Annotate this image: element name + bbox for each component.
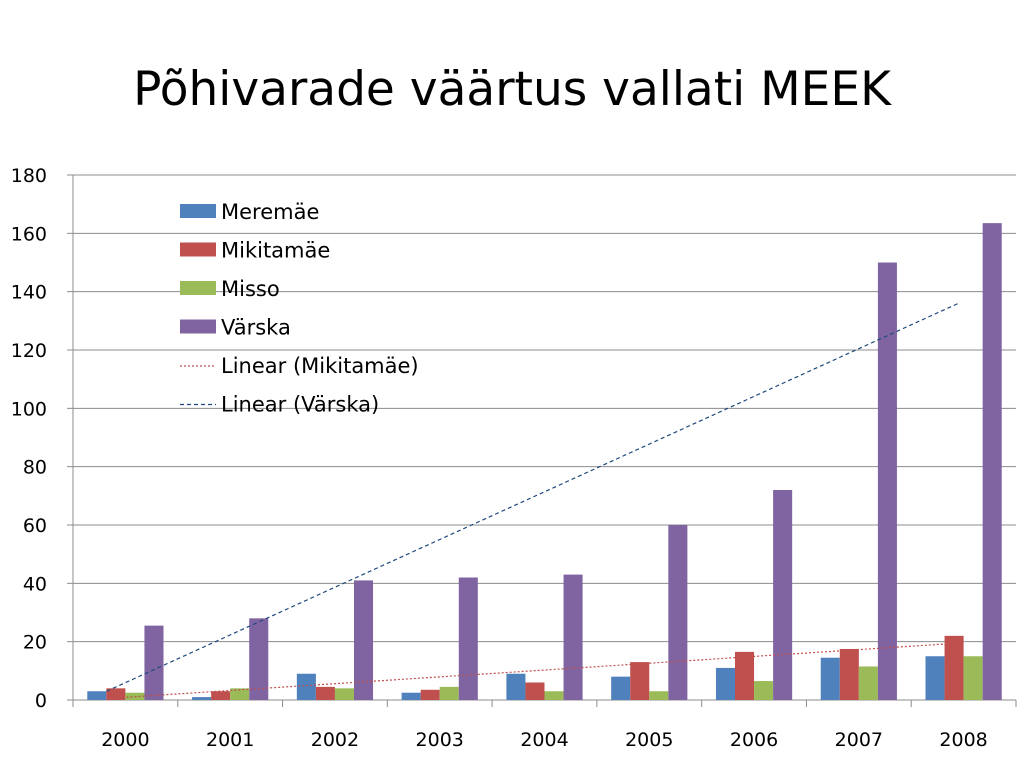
trendlines	[106, 302, 959, 700]
y-tick-label: 40	[23, 573, 47, 595]
bar-merem-e-2005	[611, 676, 631, 700]
bar-mikitam-e-2003	[420, 689, 440, 700]
bar-v-rska-2000	[144, 625, 164, 700]
slide-title: Põhivarade väärtus vallati MEEK	[133, 62, 891, 117]
bar-mikitam-e-2000	[106, 688, 126, 700]
y-tick-label: 80	[23, 457, 47, 479]
legend-label: Linear (Mikitamäe)	[221, 354, 419, 378]
legend-label: Misso	[221, 277, 280, 301]
legend: Meremäe Mikitamäe Misso Värska Linear (Mikit…	[180, 200, 419, 417]
bar-mikitam-e-2006	[735, 651, 755, 700]
bar-v-rska-2004	[563, 574, 583, 700]
tick-labels: 0 20 40 60 80 100 120 140 160 180 2000 2001 2002 2003…	[11, 165, 988, 751]
y-tick-label: 60	[23, 515, 47, 537]
x-tick-label: 2005	[625, 729, 673, 751]
legend-swatch	[180, 204, 216, 218]
x-tick-label: 2001	[206, 729, 254, 751]
bar-mikitam-e-2007	[839, 648, 859, 700]
y-tick-label: 160	[11, 223, 47, 245]
legend-swatch	[180, 319, 216, 334]
x-tick-label: 2008	[939, 729, 987, 751]
y-tick-label: 180	[11, 165, 47, 187]
y-tick-label: 100	[11, 398, 47, 420]
x-tick-label: 2002	[311, 729, 359, 751]
x-tick-label: 2004	[520, 729, 568, 751]
bar-merem-e-2002	[296, 673, 316, 700]
bar-v-rska-2007	[877, 262, 897, 700]
gridlines	[73, 174, 1016, 643]
bar-v-rska-2008	[982, 223, 1002, 700]
legend-swatch	[180, 242, 216, 257]
y-tick-label: 20	[23, 632, 47, 654]
bar-merem-e-2000	[87, 691, 107, 700]
bar-v-rska-2002	[353, 580, 374, 700]
x-tick-label: 2007	[835, 729, 883, 751]
legend-swatch	[180, 281, 216, 295]
bar-v-rska-2005	[668, 525, 688, 700]
bar-misso-2001	[230, 688, 250, 700]
x-tick-label: 2000	[101, 729, 149, 751]
bar-misso-2004	[544, 691, 564, 700]
bar-mikitam-e-2008	[944, 635, 964, 700]
y-tick-label: 140	[11, 282, 47, 304]
bar-merem-e-2007	[820, 657, 840, 700]
y-tick-label: 0	[35, 690, 47, 712]
bar-misso-2005	[649, 691, 669, 700]
bar-merem-e-2003	[401, 692, 421, 700]
bar-mikitam-e-2004	[525, 682, 545, 700]
x-tick-label: 2006	[730, 729, 778, 751]
legend-label: Linear (Värska)	[221, 393, 379, 417]
trendline-v-rska	[106, 302, 959, 692]
bar-mikitam-e-2001	[211, 691, 231, 700]
bar-merem-e-2001	[192, 697, 212, 700]
legend-label: Värska	[221, 316, 291, 340]
y-tick-label: 120	[11, 340, 47, 362]
bar-v-rska-2006	[773, 490, 793, 700]
legend-label: Meremäe	[221, 200, 319, 224]
bar-misso-2008	[963, 656, 983, 700]
x-tick-label: 2003	[416, 729, 464, 751]
bar-misso-2003	[439, 686, 459, 700]
bar-v-rska-2003	[458, 577, 478, 700]
bar-mikitam-e-2002	[315, 686, 335, 700]
legend-label: Mikitamäe	[221, 239, 330, 263]
bar-v-rska-2001	[249, 618, 269, 700]
bar-merem-e-2008	[925, 656, 945, 700]
bar-merem-e-2004	[506, 673, 526, 700]
bar-mikitam-e-2005	[630, 662, 650, 700]
bars	[87, 223, 1002, 700]
bar-misso-2006	[754, 681, 774, 700]
bar-misso-2007	[858, 666, 878, 700]
bar-misso-2002	[334, 688, 354, 700]
bar-merem-e-2006	[715, 667, 736, 700]
